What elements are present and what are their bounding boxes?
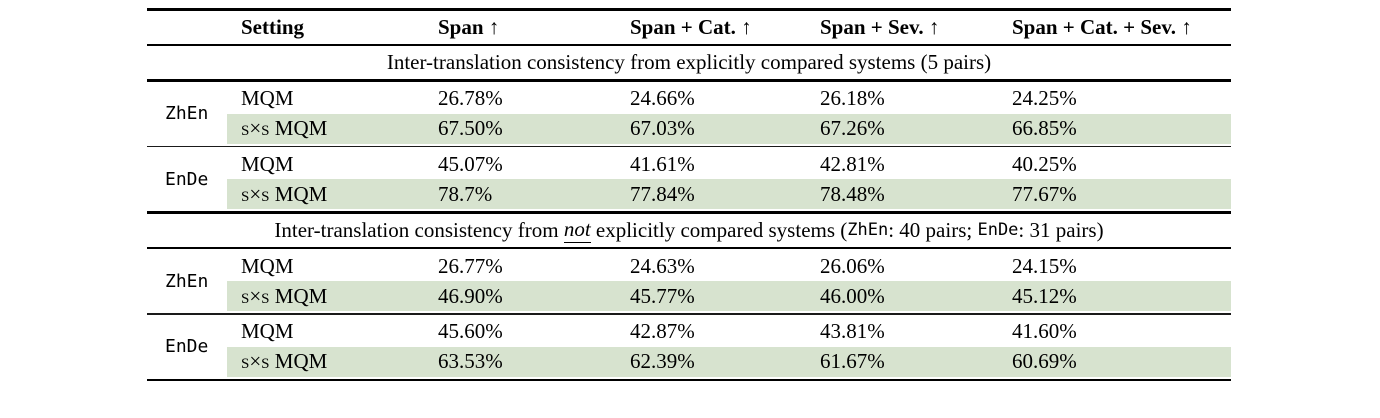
value-span-sev: 78.48% <box>820 181 885 206</box>
value-span-cat: 62.39% <box>630 349 695 373</box>
rule-top <box>147 8 1231 11</box>
value-span: 63.53% <box>438 349 503 373</box>
section2-title-ende: EnDe <box>977 220 1019 240</box>
rule-below-section2-title <box>147 246 1231 249</box>
setting-cell: s×s MQM <box>241 116 328 140</box>
table-row-mqm: MQM 45.07% 41.61% 42.81% 40.25% <box>227 149 1231 179</box>
value-span: 45.60% <box>438 319 503 343</box>
group-rows: MQM 45.60% 42.87% 43.81% 41.60% s×s MQM … <box>227 317 1231 377</box>
lang-label-cell: ZhEn <box>147 84 227 144</box>
lang-label-cell: ZhEn <box>147 251 227 311</box>
value-span-cat: 45.77% <box>630 283 695 308</box>
header-span: Span ↑ <box>438 14 500 39</box>
table-header-row: Setting Span ↑ Span + Cat. ↑ Span + Sev.… <box>147 11 1231 44</box>
section2-title: Inter-translation consistency from not e… <box>147 214 1231 247</box>
rule-above-section2-title <box>147 211 1231 214</box>
table-row-mqm: MQM 26.77% 24.63% 26.06% 24.15% <box>227 251 1231 281</box>
value-span: 46.90% <box>438 283 503 308</box>
setting-cell: MQM <box>241 319 294 343</box>
value-span-cat-sev: 41.60% <box>1012 319 1077 343</box>
value-span-cat: 24.63% <box>630 253 695 278</box>
table-row-mqm: MQM 45.60% 42.87% 43.81% 41.60% <box>227 317 1231 347</box>
group-rows: MQM 26.77% 24.63% 26.06% 24.15% s×s MQM … <box>227 251 1231 311</box>
section2-title-part1: Inter-translation consistency from <box>274 217 564 242</box>
group-rows: MQM 45.07% 41.61% 42.81% 40.25% s×s MQM … <box>227 149 1231 209</box>
value-span-cat: 42.87% <box>630 319 695 343</box>
table-row-sxs-mqm: s×s MQM 78.7% 77.84% 78.48% 77.67% <box>227 179 1231 209</box>
rule-bottom <box>147 378 1231 381</box>
section2-title-part4: : 31 pairs) <box>1018 217 1104 242</box>
value-span: 78.7% <box>438 181 493 206</box>
section1-group-ende: EnDe MQM 45.07% 41.61% 42.81% 40.25% s×s… <box>147 147 1231 211</box>
value-span-cat-sev: 60.69% <box>1012 349 1077 373</box>
header-setting: Setting <box>241 14 304 39</box>
section2-title-part2: explicitly compared systems ( <box>590 217 848 242</box>
section2-group-zhen: ZhEn MQM 26.77% 24.63% 26.06% 24.15% s×s… <box>147 249 1231 313</box>
lang-label: EnDe <box>165 336 209 357</box>
value-span-sev: 43.81% <box>820 319 885 343</box>
value-span-cat-sev: 77.67% <box>1012 181 1077 206</box>
section2-title-not: not <box>563 217 591 243</box>
table-row-sxs-mqm: s×s MQM 67.50% 67.03% 67.26% 66.85% <box>227 113 1231 144</box>
lang-label: ZhEn <box>165 270 209 292</box>
value-span: 26.78% <box>438 86 503 110</box>
rule-below-header <box>147 43 1231 46</box>
lang-label: EnDe <box>165 168 209 190</box>
header-span-sev: Span + Sev. ↑ <box>820 14 940 39</box>
value-span-cat-sev: 40.25% <box>1012 151 1077 176</box>
section2-group-ende: EnDe MQM 45.60% 42.87% 43.81% 41.60% s×s… <box>147 315 1231 379</box>
setting-cell: s×s MQM <box>241 283 328 308</box>
section1-title-text: Inter-translation consistency from expli… <box>386 50 992 74</box>
value-span-cat: 41.61% <box>630 151 695 176</box>
table-row-sxs-mqm: s×s MQM 46.90% 45.77% 46.00% 45.12% <box>227 281 1231 311</box>
value-span-cat-sev: 24.25% <box>1012 86 1077 110</box>
value-span-sev: 26.06% <box>820 253 885 278</box>
value-span-sev: 26.18% <box>820 86 885 110</box>
value-span-sev: 46.00% <box>820 283 885 308</box>
header-span-cat: Span + Cat. ↑ <box>630 14 752 39</box>
value-span-cat: 24.66% <box>630 86 695 110</box>
value-span-cat: 77.84% <box>630 181 695 206</box>
rule-group-separator <box>147 313 1231 315</box>
setting-cell: MQM <box>241 151 294 176</box>
value-span: 45.07% <box>438 151 503 176</box>
setting-cell: MQM <box>241 86 294 110</box>
setting-cell: MQM <box>241 253 294 278</box>
group-rows: MQM 26.78% 24.66% 26.18% 24.25% s×s MQM … <box>227 84 1231 144</box>
header-span-cat-sev: Span + Cat. + Sev. ↑ <box>1012 14 1192 39</box>
value-span: 26.77% <box>438 253 503 278</box>
table-row-mqm: MQM 26.78% 24.66% 26.18% 24.25% <box>227 84 1231 114</box>
value-span-cat-sev: 45.12% <box>1012 283 1077 308</box>
value-span-sev: 42.81% <box>820 151 885 176</box>
section1-group-zhen: ZhEn MQM 26.78% 24.66% 26.18% 24.25% s×s… <box>147 82 1231 146</box>
lang-label: ZhEn <box>165 103 209 124</box>
rule-below-section1-title <box>147 79 1231 82</box>
section2-title-part3: : 40 pairs; <box>888 217 978 242</box>
value-span-sev: 67.26% <box>820 116 885 140</box>
value-span-cat: 67.03% <box>630 116 695 140</box>
lang-label-cell: EnDe <box>147 149 227 209</box>
lang-label-cell: EnDe <box>147 317 227 377</box>
value-span: 67.50% <box>438 116 503 140</box>
value-span-cat-sev: 66.85% <box>1012 116 1077 140</box>
section2-title-zhen: ZhEn <box>847 220 889 240</box>
setting-cell: s×s MQM <box>241 181 328 206</box>
setting-cell: s×s MQM <box>241 349 328 373</box>
table-row-sxs-mqm: s×s MQM 63.53% 62.39% 61.67% 60.69% <box>227 346 1231 377</box>
section1-title: Inter-translation consistency from expli… <box>147 46 1231 79</box>
rule-group-separator <box>147 145 1231 147</box>
consistency-table: Setting Span ↑ Span + Cat. ↑ Span + Sev.… <box>147 8 1231 381</box>
value-span-sev: 61.67% <box>820 349 885 373</box>
value-span-cat-sev: 24.15% <box>1012 253 1077 278</box>
